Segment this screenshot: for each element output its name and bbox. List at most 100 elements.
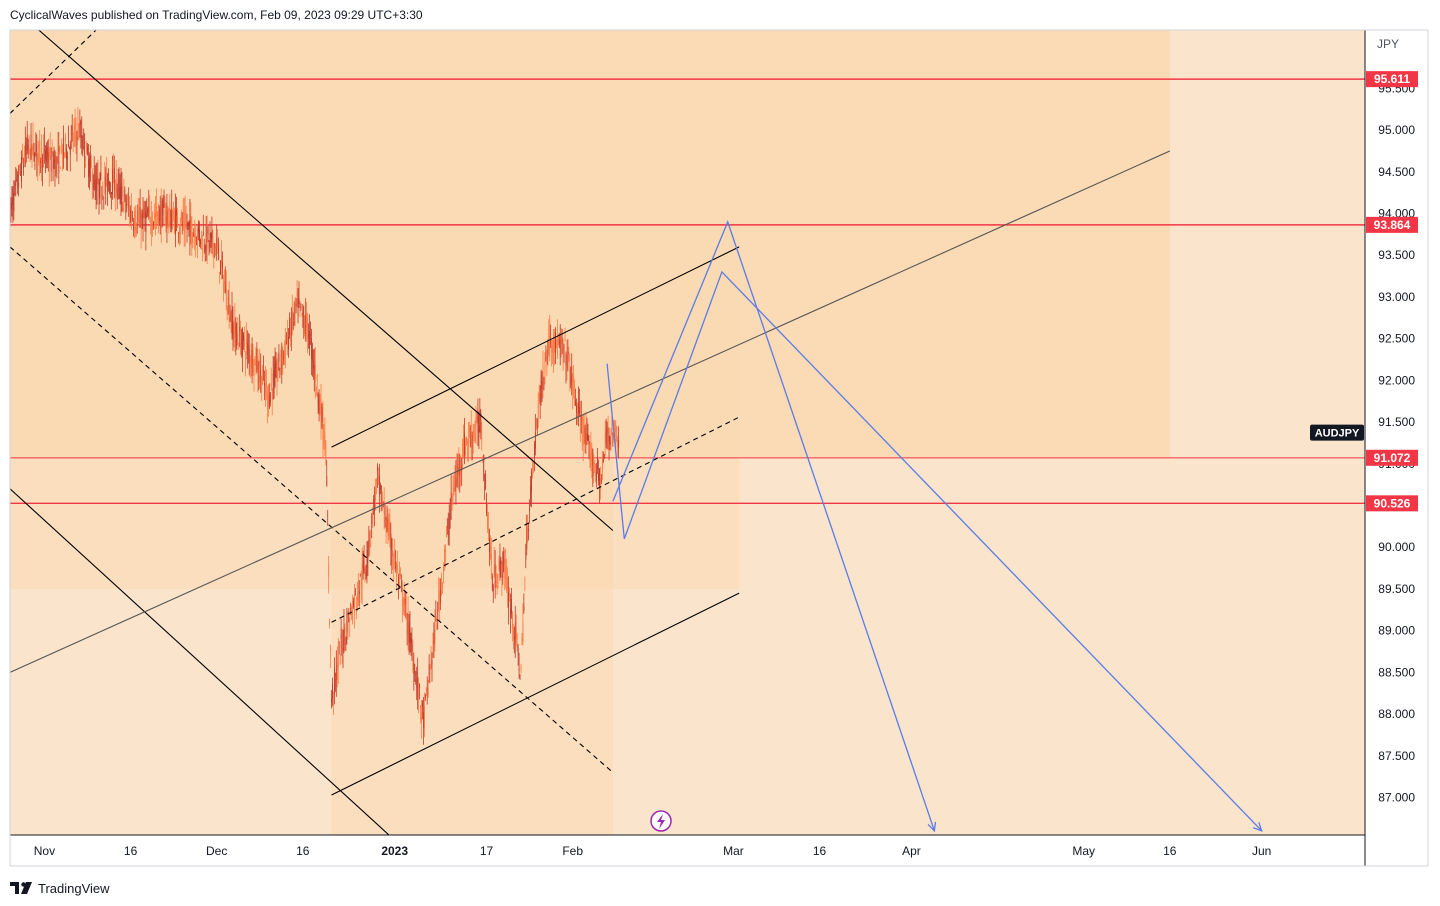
candle-body xyxy=(346,620,348,632)
candle-body xyxy=(606,428,608,434)
candle-body xyxy=(595,463,597,478)
trendline-falling-channel-mid[interactable] xyxy=(10,246,614,773)
y-tick-label: 92.000 xyxy=(1378,373,1415,387)
trendline-falling-channel-upper[interactable] xyxy=(38,30,614,531)
candle-body xyxy=(560,342,562,346)
candle-body xyxy=(163,204,165,208)
candle-body xyxy=(46,147,48,157)
candle-body xyxy=(374,502,376,512)
trendline-falling-channel-lower[interactable] xyxy=(10,488,390,835)
candle-body xyxy=(371,513,373,524)
candle-body xyxy=(67,156,68,160)
candle-body xyxy=(594,470,596,472)
candle-body xyxy=(289,319,290,336)
y-axis[interactable]: 87.000 87.500 88.000 88.500 89.000 89.500 90.0… xyxy=(1378,81,1415,804)
candle-body xyxy=(584,427,586,444)
projection-path-projection-a[interactable] xyxy=(612,220,936,832)
candle-body xyxy=(437,601,439,619)
candle-body xyxy=(151,215,153,231)
candle-body xyxy=(378,473,379,480)
candle-body xyxy=(162,199,164,215)
candle-body xyxy=(196,243,198,245)
candle-body xyxy=(400,574,401,578)
candle-body xyxy=(282,352,284,363)
candle-body xyxy=(142,211,144,230)
candle-body xyxy=(334,668,335,695)
candle-body xyxy=(459,457,461,477)
candle-body xyxy=(489,537,490,553)
candle-body xyxy=(484,484,486,486)
candle-body xyxy=(317,393,319,406)
candle-body xyxy=(15,178,17,186)
candle-body xyxy=(498,560,500,570)
candle-body xyxy=(90,155,91,168)
candle-body xyxy=(276,371,278,380)
candle-body xyxy=(471,435,473,448)
trendline-rising-channel-upper[interactable] xyxy=(331,246,740,448)
candle-body xyxy=(121,186,123,197)
candle-body xyxy=(611,418,613,434)
plot-area[interactable] xyxy=(10,30,1365,835)
candle-body xyxy=(388,520,390,537)
candle-body xyxy=(422,702,423,708)
candle-body xyxy=(265,383,266,394)
candle-body xyxy=(225,288,227,307)
candle-body xyxy=(189,216,191,244)
candle-body xyxy=(564,339,566,342)
projection-path-projection-b[interactable] xyxy=(606,270,1263,832)
trendline-long-support-line[interactable] xyxy=(10,150,1171,673)
candle-body xyxy=(24,142,26,156)
candle-body xyxy=(278,352,280,362)
candle-body xyxy=(44,145,45,147)
trendline-falling-channel-top-dashed[interactable] xyxy=(10,30,97,114)
trendline-rising-channel-lower[interactable] xyxy=(331,592,740,796)
candle-body xyxy=(555,331,556,353)
candle-body xyxy=(322,419,324,440)
lightning-icon[interactable] xyxy=(650,810,672,832)
candle-body xyxy=(98,180,100,198)
candle-body xyxy=(540,374,542,390)
candle-body xyxy=(572,373,574,394)
candle-body xyxy=(154,212,155,219)
candle-body xyxy=(261,376,263,393)
x-axis[interactable]: Nov 16 Dec 16 2023 17 Feb Mar 16 Apr May 16 Jun xyxy=(34,844,1272,858)
candle-body xyxy=(53,160,55,163)
candle-body xyxy=(248,349,250,362)
candle-body xyxy=(109,182,110,194)
candle-body xyxy=(550,342,552,345)
candle-body xyxy=(345,637,347,644)
candle-body xyxy=(556,343,557,345)
candle-body xyxy=(568,352,570,354)
candle-body xyxy=(518,667,520,672)
candle-body xyxy=(105,178,107,188)
candle-body xyxy=(592,449,594,477)
candle-body xyxy=(148,207,150,214)
candle-body xyxy=(573,376,575,382)
candle-body xyxy=(116,188,118,193)
candle-body xyxy=(430,659,432,669)
candle-body xyxy=(253,367,255,374)
candle-body xyxy=(161,201,163,227)
candle-body xyxy=(220,260,221,275)
candle-body xyxy=(583,425,585,438)
candle-body xyxy=(29,151,31,161)
candle-body xyxy=(49,149,51,157)
candle-body xyxy=(113,168,114,184)
candle-body xyxy=(135,230,137,233)
candle-body xyxy=(382,506,384,508)
candle-body xyxy=(93,172,95,190)
candle-body xyxy=(257,356,259,375)
candle-body xyxy=(47,152,49,164)
y-tick-label: 87.500 xyxy=(1378,749,1415,763)
candle-body xyxy=(530,486,532,499)
candle-body xyxy=(337,655,339,669)
candle-body xyxy=(343,626,345,646)
candle-body xyxy=(342,647,344,651)
candle-body xyxy=(452,488,454,491)
level-price-label-bg xyxy=(1366,71,1418,88)
trendline-rising-channel-mid[interactable] xyxy=(331,416,740,623)
tradingview-footer[interactable]: TradingView xyxy=(10,878,110,898)
candle-body xyxy=(239,326,241,332)
candle-body xyxy=(234,318,236,335)
